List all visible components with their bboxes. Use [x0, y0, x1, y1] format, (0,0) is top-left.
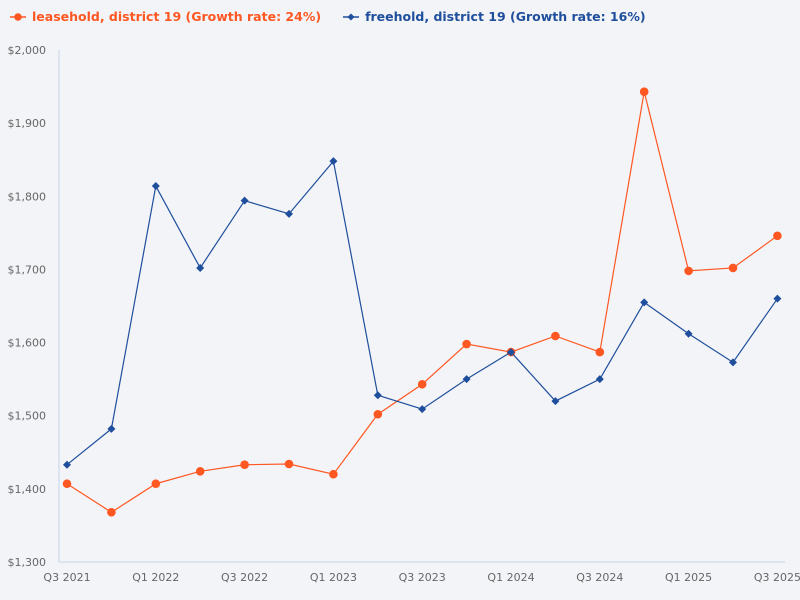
legend-item-leasehold[interactable]: leasehold, district 19 (Growth rate: 24%…: [10, 9, 321, 24]
y-tick-label: $1,500: [8, 410, 47, 423]
y-axis: $1,300 $1,400 $1,500 $1,600 $1,700 $1,800 $1,9…: [8, 44, 60, 569]
series-leasehold: [62, 87, 782, 517]
x-tick-label: Q1 2023: [310, 571, 357, 584]
chart-legend: leasehold, district 19 (Growth rate: 24%…: [10, 9, 646, 24]
data-point-circle[interactable]: [639, 87, 649, 96]
data-point-circle[interactable]: [684, 266, 693, 276]
x-tick-label: Q3 2022: [221, 571, 268, 584]
data-point-circle[interactable]: [195, 467, 205, 476]
data-point-circle[interactable]: [240, 460, 249, 470]
data-point-diamond[interactable]: [462, 375, 471, 384]
data-point-circle[interactable]: [62, 479, 72, 489]
data-series: [62, 87, 782, 517]
data-point-circle[interactable]: [595, 347, 605, 357]
circle-marker-icon: [10, 12, 26, 21]
data-point-diamond[interactable]: [729, 358, 737, 367]
data-point-circle[interactable]: [417, 379, 427, 389]
legend-label-freehold: freehold, district 19 (Growth rate: 16%): [365, 9, 646, 24]
x-tick-label: Q1 2022: [132, 571, 179, 584]
data-point-circle[interactable]: [728, 263, 738, 273]
y-tick-label: $1,900: [8, 117, 47, 130]
x-tick-label: Q3 2023: [399, 571, 446, 584]
data-point-diamond[interactable]: [684, 329, 693, 338]
data-point-diamond[interactable]: [373, 391, 382, 400]
y-tick-label: $1,300: [8, 556, 47, 569]
data-point-circle[interactable]: [373, 409, 383, 419]
y-tick-label: $1,800: [8, 190, 47, 203]
data-point-diamond[interactable]: [196, 263, 205, 272]
x-tick-label: Q1 2025: [665, 571, 712, 584]
data-point-circle[interactable]: [284, 459, 294, 469]
series-line: [66, 159, 778, 466]
series-line: [66, 91, 778, 513]
y-tick-label: $1,700: [8, 263, 47, 276]
y-tick-label: $1,400: [8, 483, 47, 496]
data-point-diamond[interactable]: [773, 294, 782, 303]
y-tick-label: $1,600: [8, 337, 47, 350]
legend-item-freehold[interactable]: freehold, district 19 (Growth rate: 16%): [343, 9, 646, 24]
x-tick-label: Q3 2025: [754, 571, 800, 584]
data-point-circle[interactable]: [773, 231, 782, 241]
data-point-diamond[interactable]: [595, 375, 604, 384]
data-point-diamond[interactable]: [329, 157, 338, 166]
data-point-diamond[interactable]: [507, 348, 515, 357]
series-freehold: [63, 157, 782, 469]
x-tick-label: Q1 2024: [487, 571, 534, 584]
data-point-diamond[interactable]: [551, 397, 560, 406]
y-tick-label: $2,000: [8, 44, 47, 57]
data-point-diamond[interactable]: [107, 424, 116, 433]
data-point-diamond[interactable]: [285, 209, 293, 218]
data-point-circle[interactable]: [107, 507, 116, 517]
data-point-circle[interactable]: [151, 479, 161, 489]
diamond-marker-icon: [343, 13, 360, 20]
data-point-diamond[interactable]: [63, 460, 71, 469]
data-point-diamond[interactable]: [418, 405, 427, 414]
data-point-circle[interactable]: [329, 469, 338, 479]
data-point-circle[interactable]: [551, 331, 560, 341]
x-tick-label: Q3 2021: [43, 571, 90, 584]
data-point-diamond[interactable]: [151, 182, 160, 191]
data-point-diamond[interactable]: [640, 298, 649, 307]
data-point-diamond[interactable]: [240, 196, 249, 205]
x-tick-label: Q3 2024: [576, 571, 623, 584]
x-axis: Q3 2021 Q1 2022 Q3 2022 Q1 2023 Q3 2023 Q1 20…: [43, 561, 800, 584]
legend-label-leasehold: leasehold, district 19 (Growth rate: 24%…: [32, 9, 322, 24]
data-point-circle[interactable]: [462, 339, 471, 349]
